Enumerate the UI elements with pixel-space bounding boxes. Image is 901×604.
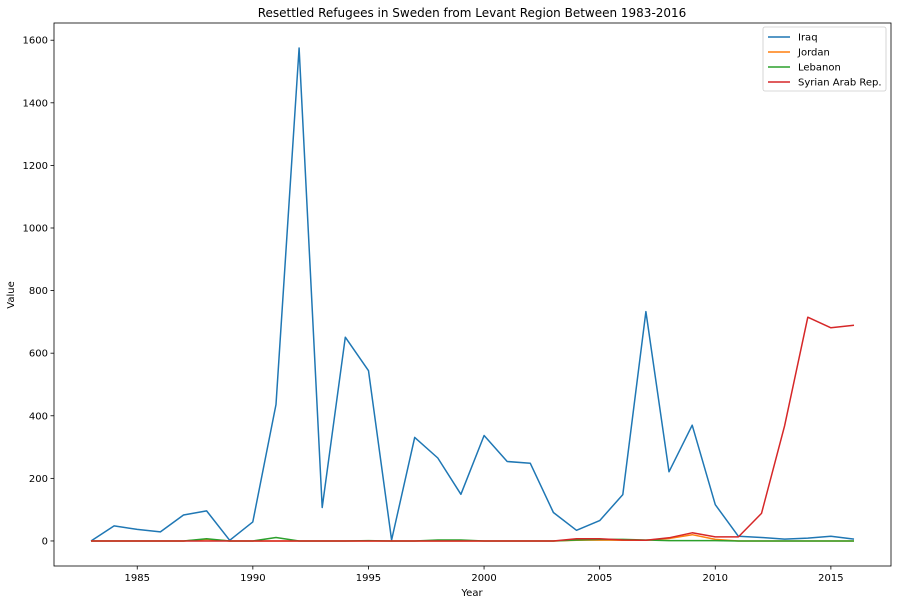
y-tick-label: 1600 xyxy=(23,36,48,47)
y-tick-label: 1200 xyxy=(23,161,48,172)
legend-label-lebanon: Lebanon xyxy=(798,63,841,74)
y-axis: 0 200 400 600 800 1000 1200 1400 1600 xyxy=(23,36,54,547)
y-tick-label: 1000 xyxy=(23,223,48,234)
chart-title: Resettled Refugees in Sweden from Levant… xyxy=(258,6,687,20)
y-tick-label: 600 xyxy=(29,349,48,360)
y-tick-label: 0 xyxy=(42,536,48,547)
legend-label-jordan: Jordan xyxy=(797,48,830,59)
x-tick-label: 1995 xyxy=(356,573,381,584)
y-tick-label: 400 xyxy=(29,411,48,422)
plot-lines xyxy=(90,47,855,542)
x-tick-label: 2005 xyxy=(587,573,612,584)
series-line-syrian-arab-rep xyxy=(91,316,855,542)
y-tick-label: 200 xyxy=(29,474,48,485)
y-tick-label: 1400 xyxy=(23,98,48,109)
legend-box xyxy=(762,26,887,92)
series-line-iraq xyxy=(90,47,855,542)
y-tick-label: 800 xyxy=(29,286,48,297)
x-axis: 1985 1990 1995 2000 2005 2010 2015 xyxy=(125,566,844,584)
y-axis-label: Value xyxy=(6,281,17,308)
plot-frame xyxy=(53,22,892,567)
legend-label-iraq: Iraq xyxy=(798,33,818,44)
x-tick-label: 2010 xyxy=(703,573,728,584)
x-axis-label: Year xyxy=(460,588,483,599)
legend-label-syrian-arab-rep: Syrian Arab Rep. xyxy=(798,78,882,89)
legend: Iraq Jordan Lebanon Syrian Arab Rep. xyxy=(762,26,887,92)
x-tick-label: 1990 xyxy=(240,573,265,584)
x-tick-label: 2015 xyxy=(818,573,843,584)
x-tick-label: 1985 xyxy=(125,573,150,584)
x-tick-label: 2000 xyxy=(471,573,496,584)
